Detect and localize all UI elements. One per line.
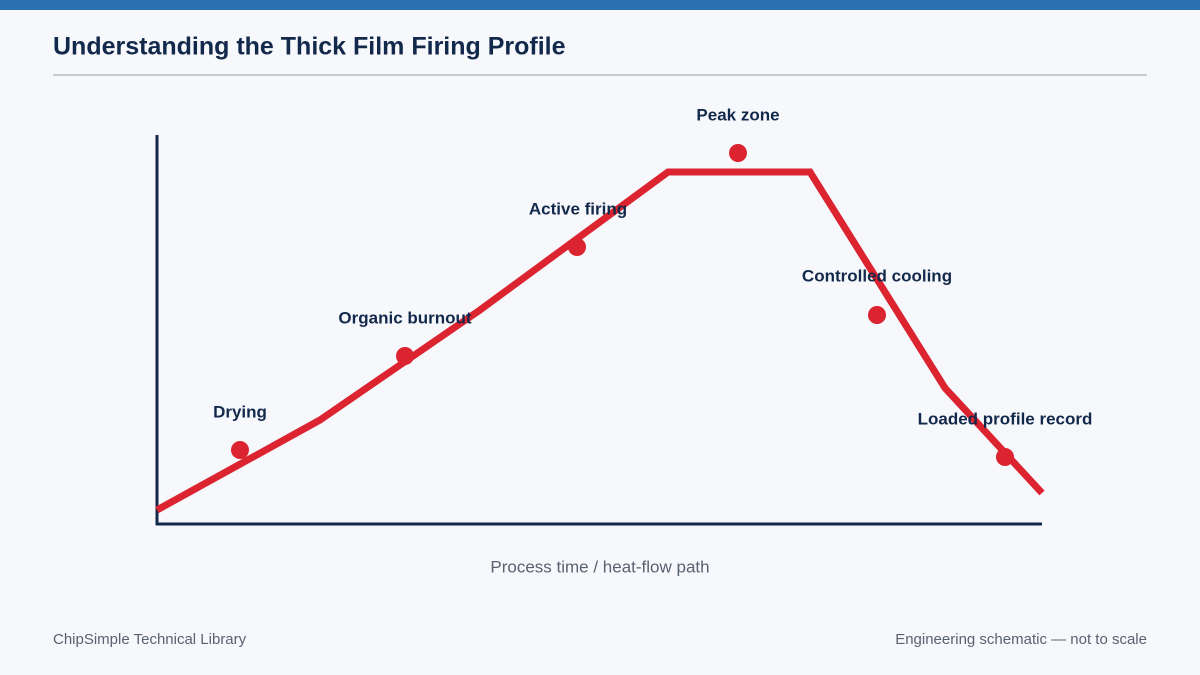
stage-label: Organic burnout bbox=[338, 308, 472, 327]
stage-label: Drying bbox=[213, 402, 267, 421]
profile-line bbox=[155, 168, 1045, 514]
stage-dot bbox=[729, 144, 747, 162]
stage-label: Controlled cooling bbox=[802, 266, 952, 285]
top-bar bbox=[0, 0, 1200, 10]
stage-dot bbox=[568, 238, 586, 256]
title: Understanding the Thick Film Firing Prof… bbox=[53, 33, 566, 61]
x-axis-label: Process time / heat-flow path bbox=[490, 557, 709, 576]
stage-dot bbox=[396, 347, 414, 365]
stage-dot bbox=[868, 306, 886, 324]
stage-label: Active firing bbox=[529, 199, 627, 218]
stage-dot bbox=[996, 448, 1014, 466]
stage-label: Loaded profile record bbox=[918, 409, 1093, 428]
stage-label: Peak zone bbox=[696, 105, 779, 124]
footer-right: Engineering schematic — not to scale bbox=[895, 631, 1147, 648]
footer-left: ChipSimple Technical Library bbox=[53, 631, 247, 648]
stage-dot bbox=[231, 441, 249, 459]
